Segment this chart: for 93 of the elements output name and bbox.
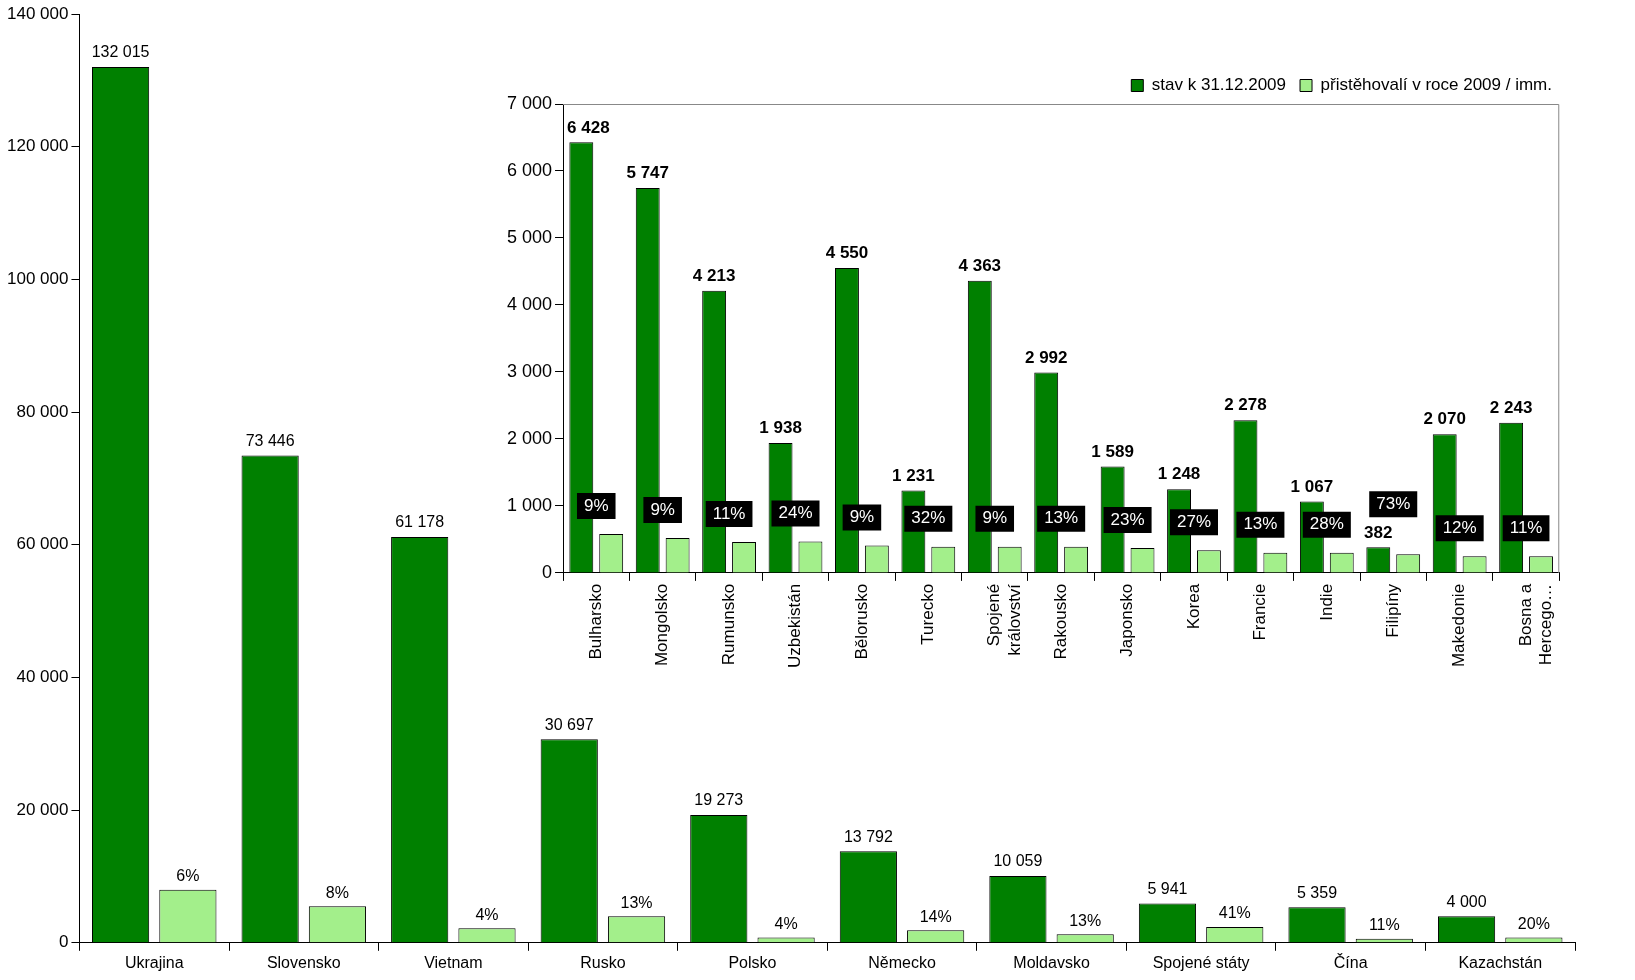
y-tick-label: 40 000 [16,667,69,687]
x-tick-label: Bulharsko [585,583,605,660]
data-label: 2 278 [1224,395,1267,415]
annotation: 41% [1218,904,1251,922]
data-label: 61 178 [395,513,445,531]
data-label: 30 697 [544,715,594,733]
annotation: 9% [650,499,675,519]
y-tick-label: 140 000 [7,3,69,23]
y-tick-label: 120 000 [7,136,69,156]
data-label: 5 747 [626,163,669,183]
x-tick-label: Rumunsko [718,583,738,666]
x-tick-label: Moldavsko [1013,953,1090,971]
annotation: 20% [1517,914,1550,932]
annotation: 73% [1376,494,1411,513]
data-label: 5 359 [1296,883,1338,901]
annotation: 11% [1368,916,1400,934]
data-label: 2 992 [1024,347,1068,367]
x-tick-label: Spojené království [984,583,1024,656]
data-label: 4 550 [825,243,869,263]
x-tick-label: Slovensko [266,953,341,971]
annotation: 13% [1069,911,1102,929]
data-label: 10 059 [993,852,1043,870]
annotation: 4% [774,914,798,932]
annotation: 8% [325,883,349,901]
annotation: 14% [919,907,952,925]
data-label: 13 792 [843,827,893,845]
annotation: 13% [1243,514,1278,534]
data-label: 132 015 [91,43,150,61]
y-tick-label: 0 [58,932,69,952]
y-tick-label: 7 000 [507,92,553,113]
annotation: 9% [849,507,875,527]
data-label: 2 070 [1423,409,1466,429]
annotation: 27% [1176,511,1212,531]
x-tick-label: Ukrajina [124,953,184,971]
data-label: 19 273 [694,791,744,809]
x-tick-label: Indie [1316,583,1336,621]
annotation: 12% [1442,517,1477,537]
data-label: 382 [1364,522,1393,542]
data-label: 1 231 [892,465,935,485]
x-tick-label: Filipíny [1382,583,1402,638]
y-tick-label: 20 000 [16,799,69,819]
data-label: 73 446 [245,431,295,449]
annotation: 11% [1509,517,1543,537]
x-tick-label: Mongolsko [652,583,672,667]
y-tick-label: 3 000 [507,360,553,381]
annotation: 6% [176,867,200,885]
x-tick-label: Makedonie [1449,583,1469,668]
y-tick-label: 0 [542,561,553,582]
annotation: 11% [712,503,746,523]
x-tick-label: Bělorusko [851,583,871,660]
annotation: 9% [583,495,609,515]
data-label: 2 243 [1489,397,1533,417]
data-label: 4 363 [958,255,1002,275]
legend-label: přistěhovalí v roce 2009 / imm. [1320,75,1552,95]
annotation: 32% [911,508,946,528]
data-label: 4 213 [692,265,736,285]
annotation: 24% [778,503,813,523]
annotation: 28% [1309,514,1344,534]
annotation: 9% [982,508,1008,528]
y-tick-label: 5 000 [507,226,553,247]
x-tick-label: Polsko [728,953,777,971]
y-tick-label: 6 000 [507,159,553,180]
data-label: 1 248 [1157,464,1201,484]
x-tick-label: Spojené státy [1152,953,1250,971]
x-tick-label: Korea [1183,583,1203,630]
annotation: 4% [475,905,499,923]
y-tick-label: 1 000 [507,494,553,515]
data-label: 6 428 [567,117,610,137]
y-tick-label: 80 000 [16,401,69,421]
x-tick-label: Vietnam [424,953,483,971]
x-tick-label: Uzbekistán [785,583,805,669]
x-tick-label: Turecko [918,583,938,645]
data-label: 5 941 [1147,879,1188,897]
annotation: 13% [1044,508,1079,528]
legend-label: stav k 31.12.2009 [1151,75,1287,95]
y-tick-label: 2 000 [507,427,553,448]
data-label: 4 000 [1446,892,1487,910]
x-tick-label: Čína [1333,952,1368,971]
x-tick-label: Německo [868,953,936,971]
annotation: 13% [620,893,653,911]
x-tick-label: Japonsko [1117,583,1137,657]
x-tick-label: Kazachstán [1458,953,1543,971]
y-tick-label: 4 000 [507,293,553,314]
x-tick-label: Bosna a Hercego… [1515,583,1556,666]
y-tick-label: 60 000 [16,534,69,554]
data-label: 1 938 [759,418,802,438]
x-tick-label: Francie [1250,583,1270,641]
x-tick-label: Rakousko [1050,583,1070,660]
x-tick-label: Rusko [580,953,626,971]
y-tick-label: 100 000 [7,269,69,289]
annotation: 23% [1110,509,1145,529]
data-label: 1 589 [1091,441,1134,461]
data-label: 1 067 [1290,476,1334,496]
